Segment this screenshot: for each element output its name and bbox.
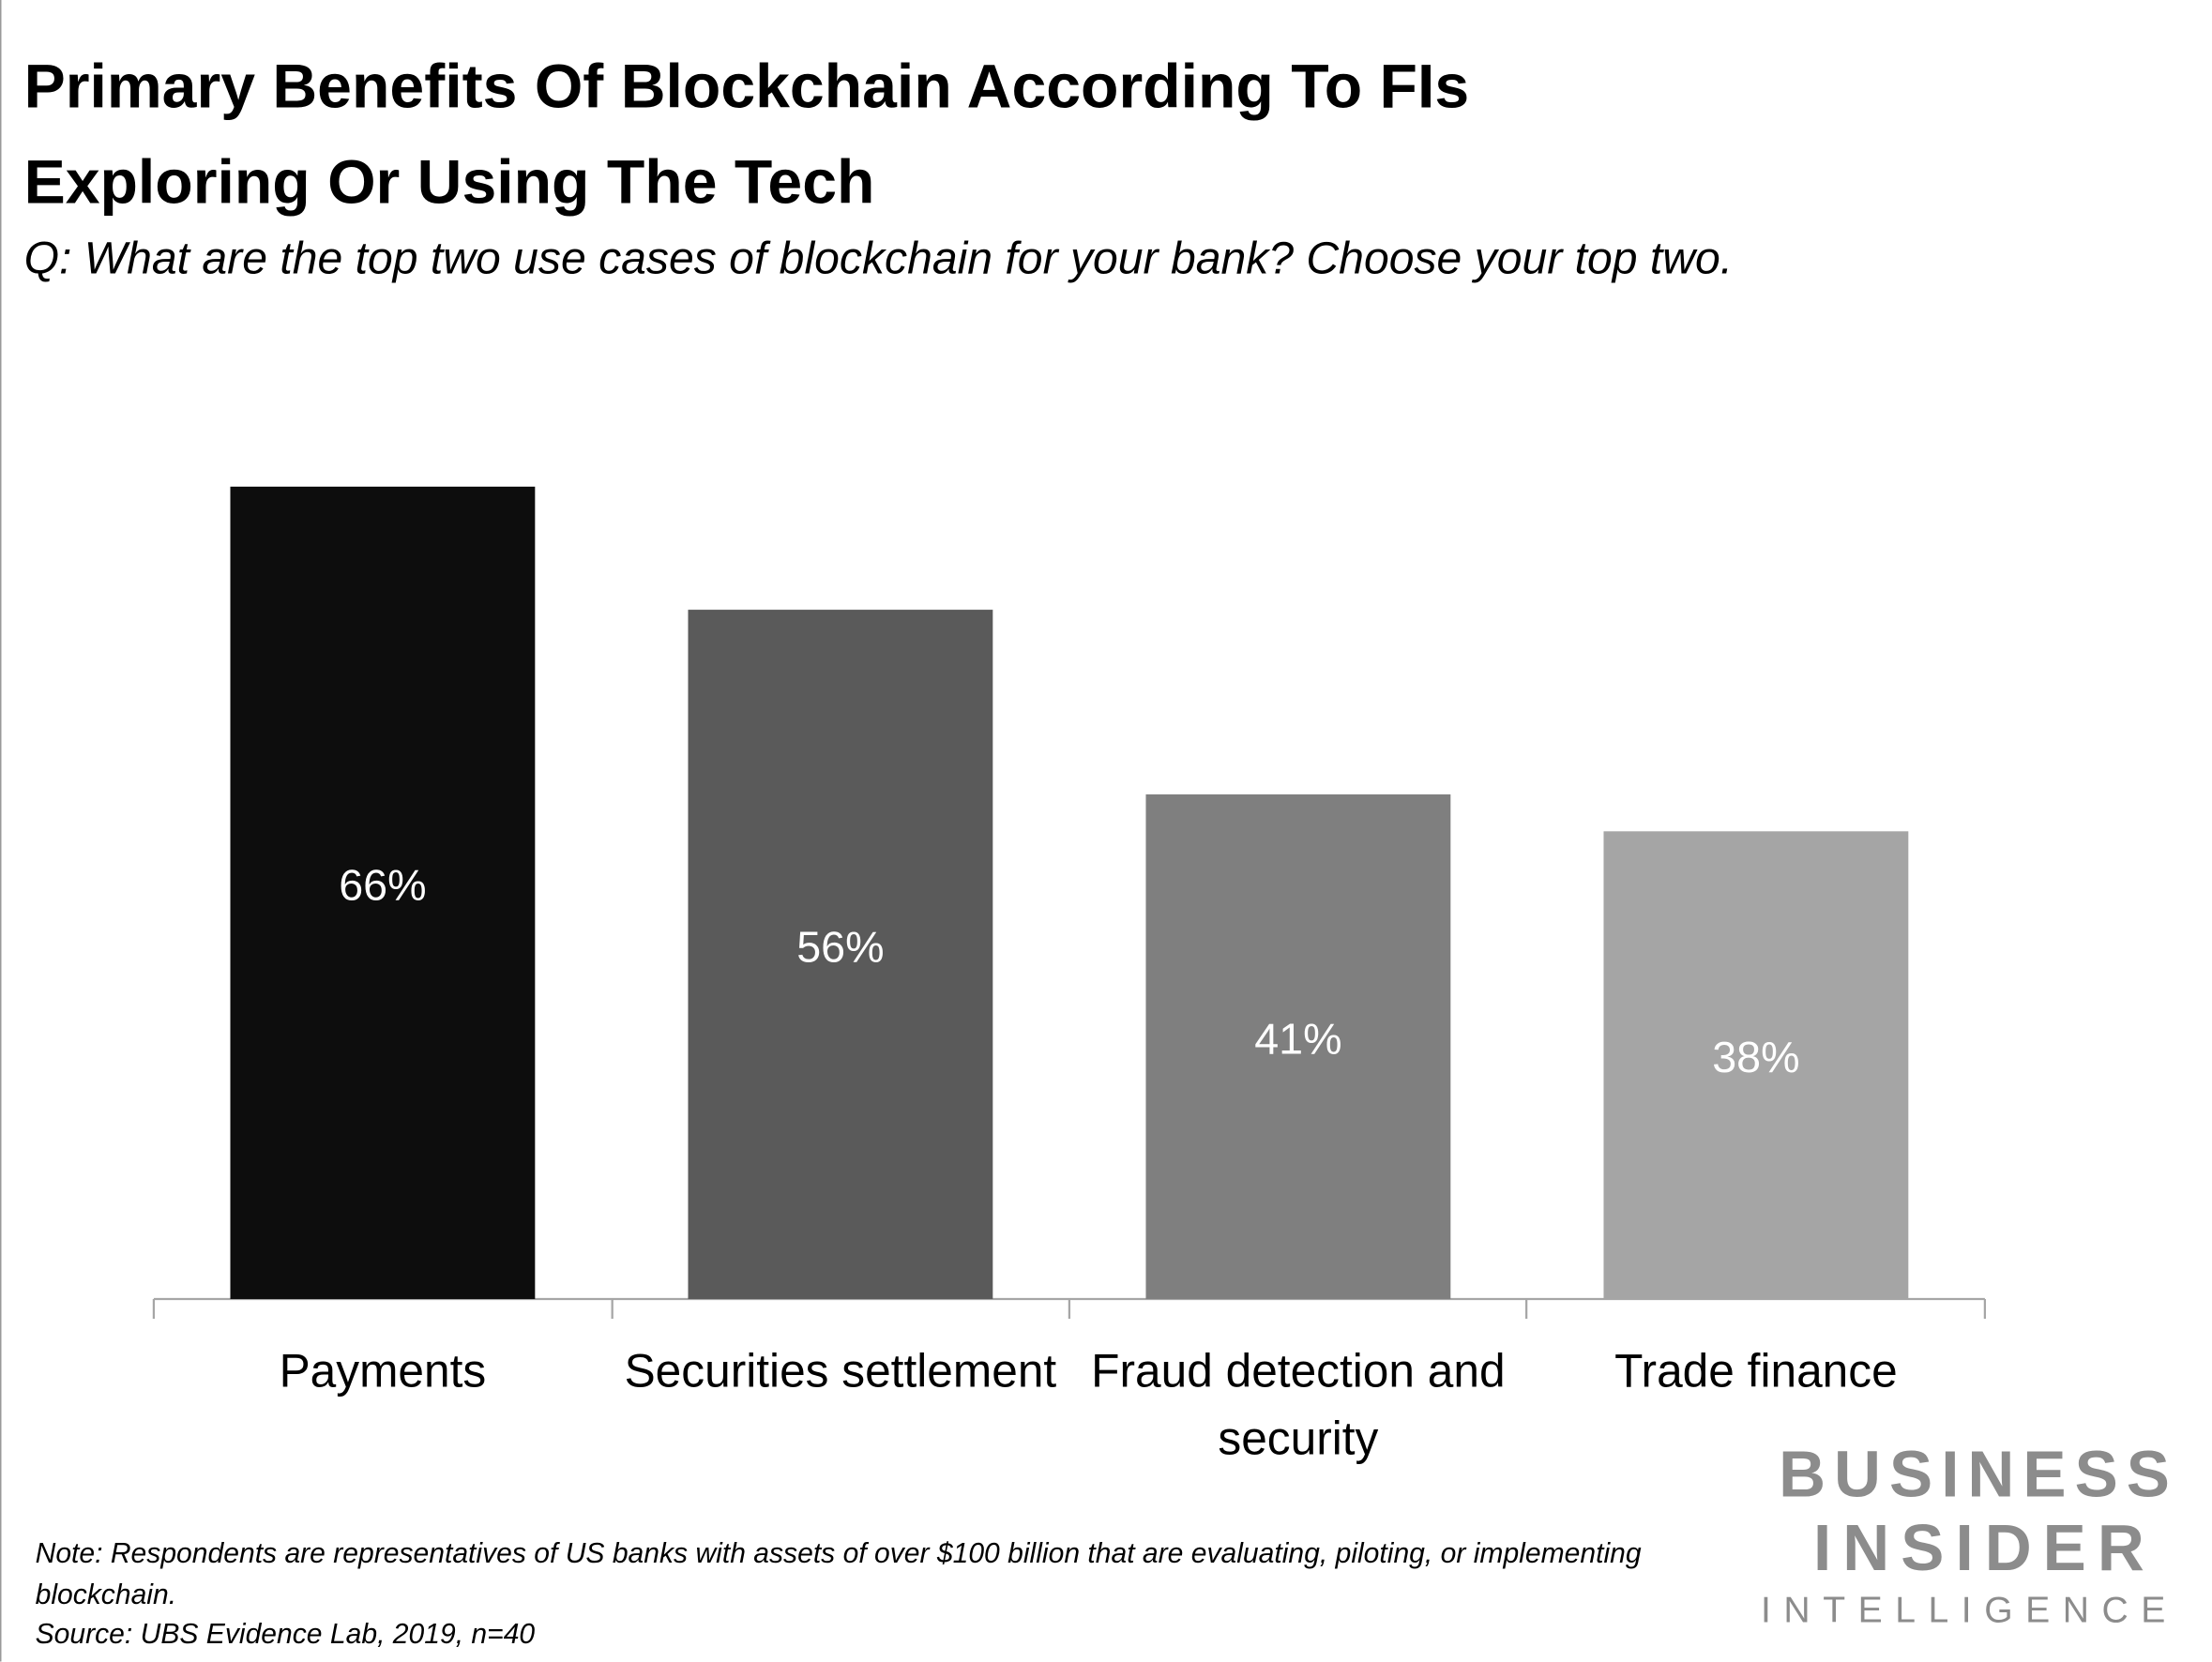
value-label: 66% — [339, 860, 427, 910]
x-tick-label: Fraud detection and security — [1091, 1344, 1506, 1464]
chart-title: Primary Benefits Of Blockchain According… — [23, 52, 1470, 218]
bar — [1603, 831, 1909, 1300]
source: Source: UBS Evidence Lab, 2019, n=40 — [35, 1619, 536, 1651]
chart-subtitle: Q: What are the top two use cases of blo… — [23, 233, 1734, 284]
value-label: 56% — [796, 921, 885, 972]
x-tick-label: Securities settlement — [624, 1344, 1057, 1397]
value-label: 41% — [1254, 1014, 1342, 1065]
logo-text: INTELLIGENCE — [1761, 1588, 2178, 1631]
x-tick-label: Payments — [279, 1344, 487, 1397]
value-label: 38% — [1712, 1033, 1800, 1082]
bar — [1145, 793, 1451, 1300]
bar — [688, 610, 993, 1300]
logo-text: BUSINESS — [1779, 1437, 2178, 1511]
bar — [230, 486, 536, 1300]
x-tick-label: Trade finance — [1614, 1344, 1898, 1397]
axis — [152, 1297, 1987, 1320]
note: Note: Respondents are representatives of… — [35, 1538, 1642, 1611]
logo-text: INSIDER — [1813, 1510, 2156, 1584]
